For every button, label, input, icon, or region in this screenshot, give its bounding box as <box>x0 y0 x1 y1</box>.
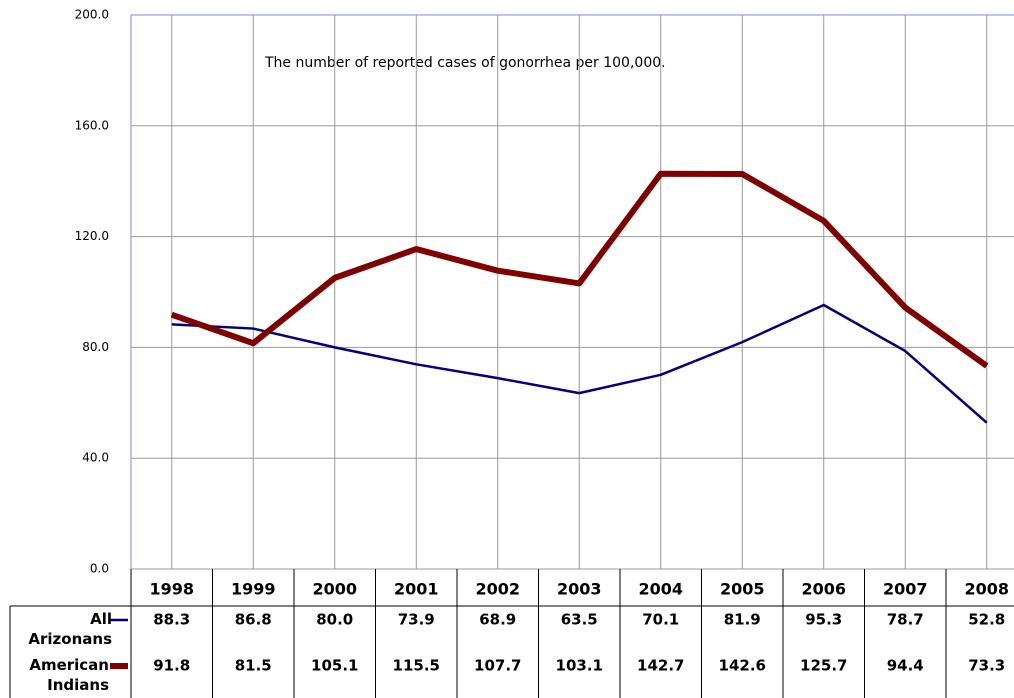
table-value: 115.5 <box>393 657 440 675</box>
table-value: 73.3 <box>968 657 1005 675</box>
table-value: 95.3 <box>805 611 842 629</box>
table-value: 142.7 <box>637 657 684 675</box>
table-value: 142.6 <box>719 657 766 675</box>
table-value: 73.9 <box>398 611 435 629</box>
year-label: 2006 <box>801 580 846 599</box>
table-value: 105.1 <box>311 657 358 675</box>
table-value: 88.3 <box>153 611 190 629</box>
table-value: 81.5 <box>235 657 272 675</box>
table-value: 81.9 <box>724 611 761 629</box>
table-value: 78.7 <box>887 611 924 629</box>
year-label: 2003 <box>557 580 602 599</box>
year-label: 2004 <box>638 580 683 599</box>
y-tick-label: 80.0 <box>82 340 109 354</box>
table-value: 125.7 <box>800 657 847 675</box>
y-tick-label: 40.0 <box>82 451 109 465</box>
table-value: 107.7 <box>474 657 521 675</box>
legend-label: All Arizonans <box>28 610 112 648</box>
series-line <box>171 303 988 424</box>
chart-title: The number of reported cases of gonorrhe… <box>264 55 666 71</box>
table-value: 94.4 <box>887 657 924 675</box>
year-label: 2002 <box>475 580 520 599</box>
table-value: 91.8 <box>153 657 190 675</box>
table-value: 103.1 <box>556 657 603 675</box>
table-value: 52.8 <box>968 611 1005 629</box>
year-label: 2005 <box>720 580 765 599</box>
y-tick-label: 200.0 <box>75 8 109 22</box>
year-label: 2000 <box>312 580 357 599</box>
y-tick-label: 120.0 <box>75 229 109 243</box>
year-label: 2007 <box>883 580 928 599</box>
table-value: 80.0 <box>316 611 353 629</box>
table-value: 63.5 <box>561 611 598 629</box>
year-label: 1998 <box>149 580 194 599</box>
y-tick-label: 0.0 <box>90 562 109 576</box>
y-tick-label: 160.0 <box>75 118 109 132</box>
year-label: 1999 <box>231 580 276 599</box>
table-value: 86.8 <box>235 611 272 629</box>
legend-label: American Indians <box>29 656 109 694</box>
year-label: 2001 <box>394 580 439 599</box>
table-value: 68.9 <box>479 611 516 629</box>
series-line <box>170 170 989 369</box>
year-label: 2008 <box>964 580 1009 599</box>
table-value: 70.1 <box>642 611 679 629</box>
